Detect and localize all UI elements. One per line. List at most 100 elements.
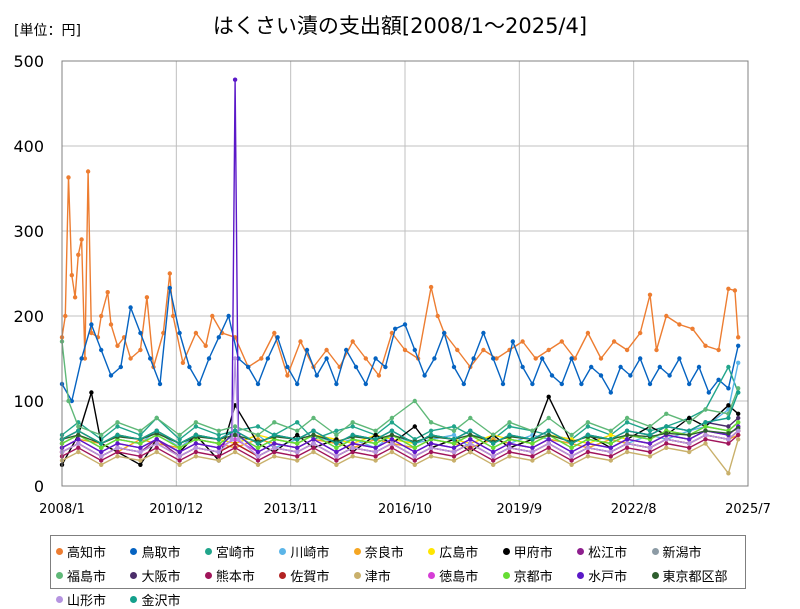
data-point — [687, 437, 692, 442]
legend-marker-icon — [502, 572, 510, 579]
data-point — [157, 381, 163, 387]
data-point — [295, 454, 300, 459]
data-point — [647, 292, 653, 297]
data-point — [703, 437, 708, 442]
data-point — [726, 431, 731, 436]
data-point — [76, 449, 81, 455]
data-point — [546, 432, 551, 438]
data-point — [373, 437, 378, 442]
data-point — [608, 428, 613, 433]
data-point — [428, 432, 434, 438]
data-point — [687, 445, 692, 450]
data-point — [232, 432, 238, 438]
data-point — [298, 339, 303, 344]
x-tick-label: 2022/8 — [611, 502, 657, 517]
legend-item: 佐賀市 — [279, 566, 347, 585]
data-point — [334, 432, 339, 438]
data-point — [412, 449, 417, 455]
data-point — [647, 449, 653, 455]
data-point — [138, 432, 143, 438]
data-point — [311, 437, 316, 442]
data-point — [491, 449, 496, 455]
legend-marker-icon — [130, 572, 138, 579]
legend-label: 川崎市 — [290, 546, 330, 561]
plot-frame — [61, 60, 749, 487]
data-point — [138, 347, 143, 353]
series-20 — [59, 390, 741, 446]
data-point — [468, 445, 473, 450]
data-point — [285, 364, 290, 370]
data-point — [311, 449, 316, 455]
data-point — [664, 431, 669, 436]
data-point — [736, 415, 741, 421]
data-point — [69, 398, 75, 404]
data-point — [154, 428, 159, 433]
series-line — [61, 366, 739, 440]
legend: 高知市 鳥取市 宮崎市 川崎市 奈良市 広島市 甲府市 松江市 新潟市 福島市 大阪市 熊本市 佐賀市 津… — [50, 535, 746, 609]
data-point — [412, 398, 417, 404]
data-point — [232, 428, 238, 433]
data-point — [295, 381, 300, 387]
data-point — [585, 424, 591, 429]
data-point — [664, 313, 669, 319]
data-point — [422, 373, 427, 378]
data-point — [703, 441, 708, 446]
data-point — [569, 432, 574, 438]
data-point — [569, 441, 574, 446]
legend-label: 松江市 — [588, 546, 628, 561]
data-point — [402, 347, 408, 353]
data-point — [344, 347, 349, 353]
data-point — [647, 454, 653, 459]
data-point — [572, 356, 578, 361]
data-point — [363, 381, 368, 387]
data-point — [530, 381, 535, 387]
data-point — [79, 237, 84, 242]
data-point — [314, 373, 319, 378]
data-point — [736, 343, 741, 348]
series-12 — [59, 432, 741, 463]
legend-item: 広島市 — [428, 542, 496, 561]
data-point — [716, 347, 721, 353]
data-point — [726, 471, 731, 476]
data-point — [272, 432, 277, 438]
data-point — [471, 356, 476, 361]
data-point — [373, 432, 378, 438]
data-point — [138, 330, 143, 336]
data-point — [99, 445, 104, 450]
data-point — [105, 290, 110, 295]
data-point — [559, 381, 564, 387]
data-point — [608, 458, 613, 463]
data-point — [530, 437, 535, 442]
data-point — [732, 288, 738, 293]
legend-item: 川崎市 — [279, 542, 347, 561]
data-point — [589, 364, 594, 370]
data-point — [428, 428, 434, 433]
data-point — [334, 458, 339, 463]
x-tick-label: 2016/10 — [378, 502, 432, 517]
data-point — [402, 322, 408, 327]
data-point — [687, 432, 692, 438]
grid-lines — [62, 61, 748, 486]
data-point — [255, 462, 261, 467]
data-point — [154, 415, 159, 421]
series-10 — [59, 339, 741, 438]
data-point — [373, 428, 378, 433]
data-point — [687, 420, 692, 425]
data-point — [412, 462, 417, 467]
data-point — [389, 432, 395, 438]
data-point — [500, 381, 506, 387]
data-point — [193, 454, 199, 459]
data-point — [549, 373, 555, 378]
data-point — [468, 449, 473, 455]
legend-marker-icon — [651, 572, 659, 579]
data-point — [138, 462, 143, 467]
data-point — [295, 428, 300, 433]
data-point — [530, 428, 535, 433]
data-point — [435, 313, 440, 319]
legend-label: 甲府市 — [513, 546, 553, 561]
data-point — [451, 449, 457, 455]
data-point — [154, 445, 159, 450]
legend-label: 奈良市 — [364, 546, 404, 561]
data-point — [546, 445, 551, 450]
data-point — [373, 449, 378, 455]
